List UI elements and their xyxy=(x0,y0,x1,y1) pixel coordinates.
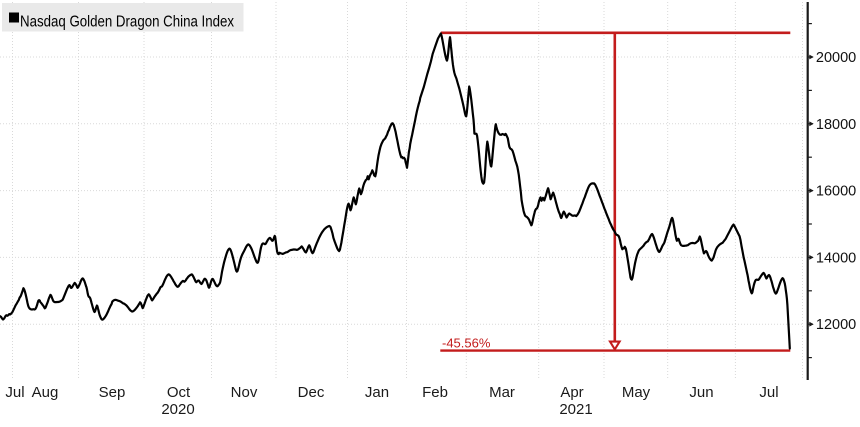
svg-text:Nasdaq Golden Dragon China Ind: Nasdaq Golden Dragon China Index xyxy=(20,14,234,31)
svg-text:Nov: Nov xyxy=(231,384,258,401)
svg-text:16000: 16000 xyxy=(816,184,856,200)
svg-text:2021: 2021 xyxy=(559,401,592,418)
svg-text:Jul: Jul xyxy=(759,384,778,401)
svg-text:Jul: Jul xyxy=(5,384,24,401)
svg-text:Mar: Mar xyxy=(489,384,515,401)
svg-text:2020: 2020 xyxy=(161,401,194,418)
svg-text:18000: 18000 xyxy=(816,117,856,133)
svg-text:20000: 20000 xyxy=(816,50,856,66)
svg-text:Apr: Apr xyxy=(560,384,583,401)
svg-text:Oct: Oct xyxy=(167,384,191,401)
svg-text:Dec: Dec xyxy=(298,384,325,401)
svg-text:14000: 14000 xyxy=(816,250,856,266)
svg-text:Feb: Feb xyxy=(422,384,448,401)
svg-text:Aug: Aug xyxy=(32,384,59,401)
svg-text:Jan: Jan xyxy=(365,384,389,401)
svg-text:12000: 12000 xyxy=(816,317,856,333)
svg-text:-45.56%: -45.56% xyxy=(442,336,491,351)
svg-text:Sep: Sep xyxy=(99,384,126,401)
svg-text:Jun: Jun xyxy=(689,384,713,401)
svg-text:May: May xyxy=(622,384,651,401)
